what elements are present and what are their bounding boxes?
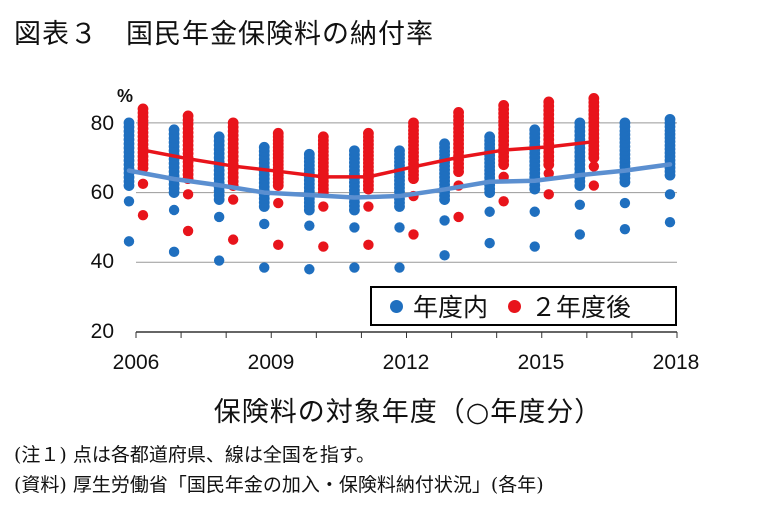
within-year-point bbox=[394, 145, 405, 157]
within-year-point-outlier bbox=[529, 206, 540, 217]
two-years-point bbox=[408, 117, 419, 129]
two-years-point bbox=[588, 93, 600, 104]
within-year-point-outlier bbox=[484, 206, 495, 217]
two-years-point-outlier bbox=[227, 234, 239, 245]
blue-dot-icon bbox=[390, 299, 403, 313]
within-year-point-outlier bbox=[619, 197, 631, 209]
y-unit-label: % bbox=[117, 86, 134, 106]
two-years-point-outlier bbox=[363, 239, 374, 251]
two-years-point-outlier bbox=[588, 161, 600, 172]
within-year-point-outlier bbox=[664, 189, 676, 200]
legend-label-two-years: ２年度後 bbox=[531, 293, 632, 322]
two-years-point-outlier bbox=[137, 178, 149, 190]
two-years-point bbox=[543, 96, 555, 108]
legend-item-two-years: ２年度後 bbox=[508, 288, 631, 324]
within-year-point-outlier bbox=[123, 196, 135, 207]
two-years-point-outlier bbox=[273, 197, 284, 209]
two-years-point-outlier bbox=[318, 241, 329, 252]
two-years-point-outlier bbox=[498, 196, 509, 207]
two-years-point bbox=[453, 107, 464, 118]
two-years-point bbox=[272, 127, 284, 139]
within-year-point-outlier bbox=[664, 217, 676, 228]
note-line-2: (資料) 厚生労働省「国民年金の加入・保険料納付状況」(各年) bbox=[14, 474, 544, 496]
note-line-1: (注１) 点は各都道府県、線は全国を指す。 bbox=[14, 444, 375, 466]
x-tick-2018: 2018 bbox=[652, 351, 700, 374]
x-tick-2012: 2012 bbox=[382, 351, 430, 374]
within-year-point-outlier bbox=[259, 218, 270, 230]
within-year-point bbox=[484, 131, 496, 143]
within-year-point-outlier bbox=[484, 237, 495, 249]
legend-item-within-year: 年度内 bbox=[390, 288, 488, 324]
within-year-point bbox=[439, 138, 450, 150]
two-years-point-outlier bbox=[227, 194, 239, 205]
within-year-point-outlier bbox=[213, 255, 225, 266]
within-year-point bbox=[213, 131, 225, 143]
within-year-point-outlier bbox=[349, 262, 360, 273]
within-year-point bbox=[123, 117, 135, 129]
two-years-point-outlier bbox=[137, 210, 149, 221]
within-year-point bbox=[258, 141, 270, 153]
y-tick-60: 60 bbox=[90, 181, 114, 204]
within-year-point-outlier bbox=[574, 199, 586, 210]
within-year-point bbox=[168, 124, 180, 136]
within-year-point-outlier bbox=[394, 262, 405, 273]
two-years-point-outlier bbox=[408, 229, 419, 240]
within-year-point-outlier bbox=[529, 241, 540, 252]
within-year-point-outlier bbox=[619, 223, 631, 235]
two-years-point-outlier bbox=[363, 201, 374, 212]
two-years-point bbox=[182, 110, 194, 122]
within-year-point-outlier bbox=[574, 229, 586, 240]
y-tick-20: 20 bbox=[90, 320, 114, 343]
within-year-point-outlier bbox=[213, 211, 225, 223]
within-year-point bbox=[303, 148, 315, 160]
two-years-point-outlier bbox=[453, 211, 464, 223]
two-years-point bbox=[363, 127, 374, 139]
two-years-point-outlier bbox=[543, 168, 554, 179]
within-year-point-outlier bbox=[168, 246, 180, 258]
within-year-point-outlier bbox=[259, 262, 270, 273]
within-year-point bbox=[619, 117, 631, 129]
two-years-point-outlier bbox=[543, 189, 554, 200]
x-tick-2015: 2015 bbox=[517, 351, 565, 374]
within-year-point bbox=[574, 117, 586, 129]
legend: 年度内 ２年度後 bbox=[370, 286, 677, 326]
within-year-point-outlier bbox=[123, 236, 135, 247]
y-tick-40: 40 bbox=[90, 250, 114, 273]
within-year-point bbox=[529, 124, 541, 136]
within-year-point bbox=[664, 113, 676, 125]
legend-label-within-year: 年度内 bbox=[413, 293, 489, 322]
two-years-point bbox=[137, 103, 149, 115]
within-year-point-outlier bbox=[439, 215, 450, 226]
two-years-point-outlier bbox=[273, 239, 284, 251]
x-tick-2009: 2009 bbox=[247, 351, 295, 374]
two-years-point bbox=[498, 100, 510, 111]
within-year-point-outlier bbox=[304, 220, 315, 231]
x-axis-label: 保険料の対象年度（○年度分） bbox=[213, 397, 603, 428]
two-years-point-outlier bbox=[588, 180, 600, 191]
two-years-point-outlier bbox=[182, 189, 194, 200]
two-years-point bbox=[317, 131, 329, 143]
two-years-point-outlier bbox=[182, 225, 194, 237]
two-years-point bbox=[227, 117, 239, 129]
within-year-point-outlier bbox=[349, 222, 360, 233]
within-year-point-outlier bbox=[394, 222, 405, 233]
two-years-point-outlier bbox=[318, 201, 329, 212]
two-years-national-line bbox=[141, 139, 596, 179]
red-dot-icon bbox=[508, 299, 522, 313]
y-tick-80: 80 bbox=[90, 112, 114, 135]
within-year-point-outlier bbox=[168, 204, 180, 216]
x-tick-2006: 2006 bbox=[112, 351, 160, 374]
within-year-national-line bbox=[126, 162, 673, 200]
within-year-point bbox=[349, 145, 360, 157]
within-year-point-outlier bbox=[439, 250, 450, 261]
chart-title: 図表３ 国民年金保険料の納付率 bbox=[14, 19, 434, 50]
within-year-point-outlier bbox=[304, 264, 315, 275]
